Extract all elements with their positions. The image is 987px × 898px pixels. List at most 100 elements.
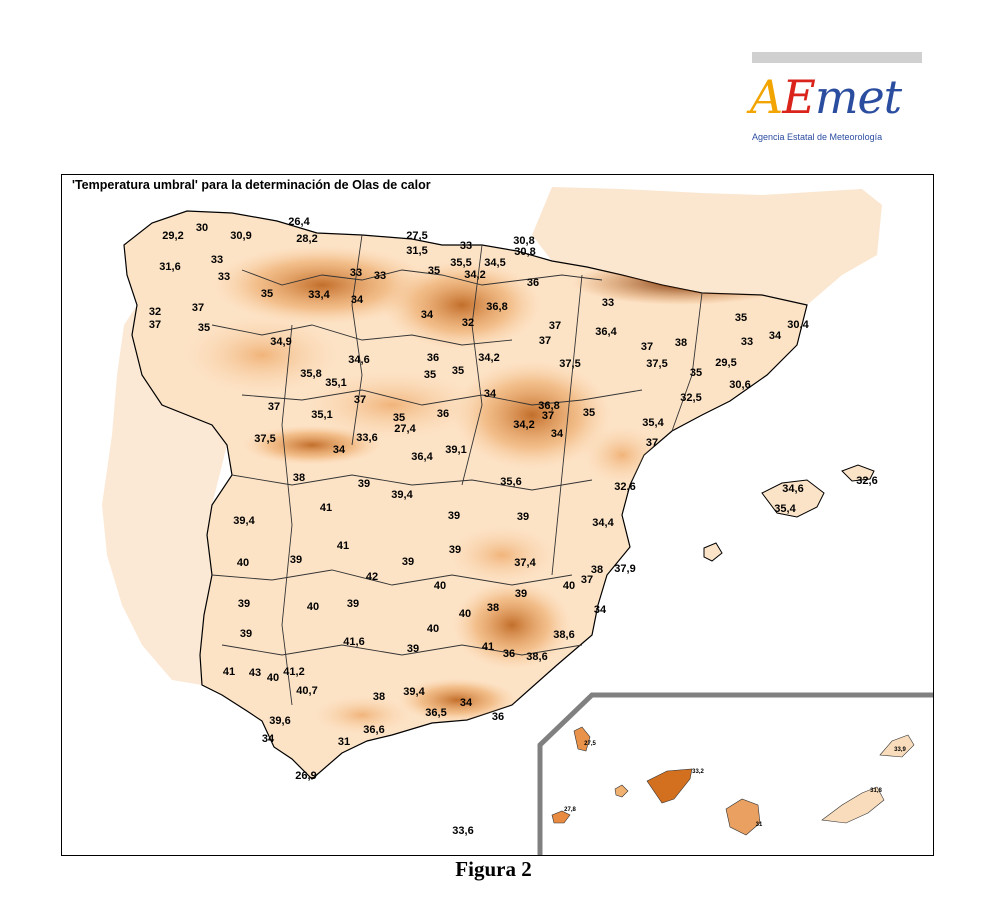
temperature-label: 39,6	[269, 715, 290, 727]
temperature-label: 35	[690, 367, 702, 379]
temperature-label: 37,5	[646, 358, 667, 370]
temperature-label: 34	[460, 697, 473, 709]
temperature-label: 35	[452, 365, 464, 377]
temperature-label: 39	[449, 544, 461, 556]
menorca	[841, 464, 875, 482]
temperature-label: 36	[492, 711, 504, 723]
temperature-label: 38,6	[553, 629, 574, 641]
canary-temperature-label: 27,5	[584, 741, 596, 747]
temperature-label: 30,8	[513, 235, 534, 247]
temperature-label: 36,4	[595, 326, 617, 338]
temperature-label: 33	[211, 254, 223, 266]
temperature-label: 27,4	[394, 423, 416, 435]
temperature-label: 36	[427, 352, 439, 364]
temperature-label: 35	[428, 265, 440, 277]
temperature-label: 35,4	[642, 417, 664, 429]
ibiza	[703, 542, 723, 562]
temperature-label: 37	[149, 319, 161, 331]
temperature-label: 34	[594, 604, 607, 616]
map-svg: 29,2 30 30,9 26,4 28,2 27,5 31,5 33 30,8 35,5 34,5…	[102, 187, 933, 855]
temperature-label: 35,4	[774, 503, 796, 515]
temperature-label: 35,1	[311, 409, 332, 421]
canary-temperature-labels: 27,5 33,2 33,9 31,8 27,8 31	[564, 741, 906, 828]
temperature-label: 37	[549, 320, 561, 332]
temperature-label: 35	[424, 369, 436, 381]
temperature-label: 40	[459, 608, 471, 620]
temperature-label: 41	[320, 502, 332, 514]
temperature-labels: 29,2 30 30,9 26,4 28,2 27,5 31,5 33 30,8 35,5 34,5…	[149, 216, 878, 837]
temperature-label: 36	[437, 408, 449, 420]
temperature-label: 34,4	[592, 517, 614, 529]
temperature-label: 37,5	[254, 433, 275, 445]
temperature-label: 42	[366, 571, 378, 583]
temperature-label: 32,6	[614, 481, 635, 493]
temperature-label: 34,2	[478, 352, 499, 364]
temperature-label: 35,6	[500, 476, 521, 488]
temperature-label: 31,5	[406, 245, 427, 257]
temperature-label: 37	[646, 437, 658, 449]
temperature-label: 40	[267, 672, 279, 684]
logo-wordmark: AEmet	[750, 70, 902, 124]
temperature-label: 35,1	[325, 377, 346, 389]
temperature-label: 38	[487, 602, 499, 614]
temperature-label: 37	[581, 574, 593, 586]
temperature-label: 36,4	[411, 451, 433, 463]
temperature-label: 33	[350, 267, 362, 279]
temperature-label: 38,6	[526, 651, 547, 663]
canary-temperature-label: 33,2	[692, 769, 704, 775]
temperature-label: 29,2	[162, 230, 183, 242]
temperature-label: 30,6	[729, 379, 750, 391]
temperature-label: 37	[542, 410, 554, 422]
logo-top-bar	[752, 52, 922, 63]
temperature-label: 30	[196, 222, 208, 234]
temperature-label: 35	[198, 322, 210, 334]
map-frame: 29,2 30 30,9 26,4 28,2 27,5 31,5 33 30,8 35,5 34,5…	[61, 174, 934, 856]
temperature-label: 31	[338, 736, 350, 748]
temperature-label: 29,5	[715, 357, 736, 369]
temperature-label: 33	[741, 336, 753, 348]
temperature-label: 36,6	[363, 724, 384, 736]
temperature-label: 41,6	[343, 636, 364, 648]
temperature-label: 41	[482, 641, 494, 653]
temperature-label: 35	[583, 407, 595, 419]
temperature-label: 41	[337, 540, 349, 552]
temperature-label: 33,4	[308, 289, 330, 301]
temperature-label: 39,4	[391, 489, 413, 501]
temperature-label: 37	[268, 401, 280, 413]
temperature-label: 39	[517, 511, 529, 523]
temperature-label: 34,5	[484, 257, 505, 269]
temperature-label: 33,6	[452, 825, 473, 837]
portugal-area	[102, 305, 227, 685]
temperature-label: 30,9	[230, 230, 251, 242]
temperature-label: 37,4	[514, 557, 536, 569]
canary-temperature-label: 31,8	[870, 788, 882, 794]
temperature-label: 31,6	[159, 261, 180, 273]
temperature-label: 39,4	[403, 686, 425, 698]
temperature-label: 26,9	[295, 770, 316, 782]
temperature-label: 39	[407, 643, 419, 655]
temperature-label: 28,2	[296, 233, 317, 245]
temperature-label: 37	[192, 302, 204, 314]
temperature-label: 34,9	[270, 336, 291, 348]
temperature-label: 39,1	[445, 444, 466, 456]
temperature-label: 34	[421, 309, 434, 321]
temperature-label: 37,9	[614, 563, 635, 575]
temperature-label: 35	[393, 412, 405, 424]
temperature-label: 39,4	[233, 515, 255, 527]
canary-temperature-label: 27,8	[564, 807, 576, 813]
temperature-label: 37	[641, 341, 653, 353]
temperature-label: 39	[238, 598, 250, 610]
temperature-label: 27,5	[406, 230, 427, 242]
temperature-label: 40	[434, 580, 446, 592]
temperature-label: 37	[354, 394, 366, 406]
temperature-label: 34	[551, 428, 564, 440]
temperature-label: 40	[237, 557, 249, 569]
temperature-label: 33,6	[356, 432, 377, 444]
canary-inset-frame	[537, 692, 933, 855]
logo-letter-a: A	[750, 70, 783, 124]
logo-letter-e: E	[782, 70, 816, 124]
canary-temperature-label: 33,9	[894, 747, 906, 753]
temperature-label: 36,8	[486, 301, 507, 313]
temperature-label: 33	[218, 271, 230, 283]
temperature-label: 33	[374, 270, 386, 282]
